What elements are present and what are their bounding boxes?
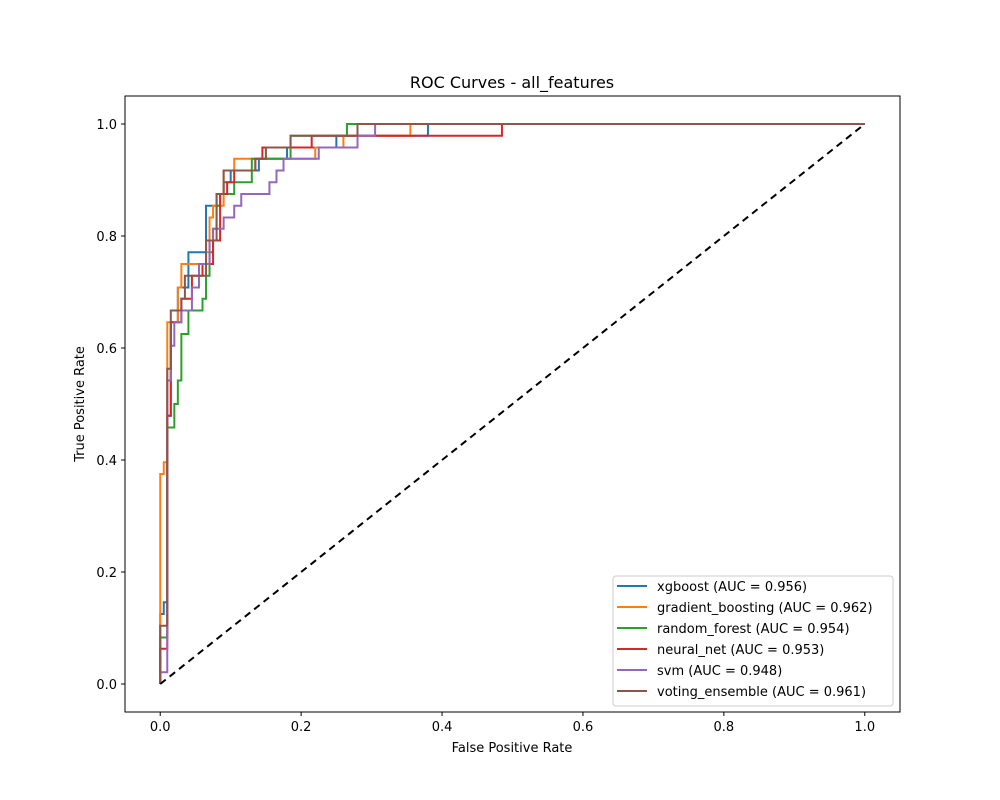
x-tick-label: 0.6 — [573, 720, 594, 735]
legend-entry: gradient_boosting (AUC = 0.962) — [657, 601, 873, 616]
y-tick-label: 0.4 — [96, 454, 117, 469]
legend-entry: voting_ensemble (AUC = 0.961) — [657, 685, 866, 700]
y-tick-label: 0.2 — [96, 566, 117, 581]
legend-box — [612, 575, 894, 707]
legend-entry: svm (AUC = 0.948) — [657, 664, 782, 679]
reference-diagonal-line — [159, 123, 866, 685]
roc-line-series-4 — [159, 123, 865, 684]
x-tick-label: 0.0 — [150, 720, 171, 735]
y-axis: 0.0 0.2 0.4 0.6 0.8 1.0 — [96, 118, 125, 693]
legend-entry: random_forest (AUC = 0.954) — [657, 622, 850, 637]
x-tick-label: 0.2 — [291, 720, 312, 735]
series-layer — [159, 123, 865, 684]
legend-entry: neural_net (AUC = 0.953) — [657, 643, 824, 658]
x-axis-label: False Positive Rate — [452, 741, 573, 756]
x-tick-label: 0.8 — [714, 720, 735, 735]
x-axis: 0.0 0.2 0.4 0.6 0.8 1.0 — [150, 712, 875, 735]
y-tick-label: 0.0 — [96, 678, 117, 693]
y-tick-label: 0.6 — [96, 342, 117, 357]
legend: xgboost (AUC = 0.956) gradient_boosting (… — [612, 575, 894, 707]
chart-title: ROC Curves - all_features — [410, 73, 614, 93]
roc-line-series-5 — [159, 123, 865, 684]
legend-entry: xgboost (AUC = 0.956) — [657, 580, 807, 595]
roc-line-series-2 — [159, 123, 865, 684]
plot-area — [124, 95, 901, 713]
y-tick-label: 0.8 — [96, 230, 117, 245]
y-axis-label: True Positive Rate — [73, 346, 88, 463]
y-tick-label: 1.0 — [96, 118, 117, 133]
plot-frame — [124, 95, 901, 713]
x-tick-label: 0.4 — [432, 720, 453, 735]
x-tick-label: 1.0 — [854, 720, 875, 735]
